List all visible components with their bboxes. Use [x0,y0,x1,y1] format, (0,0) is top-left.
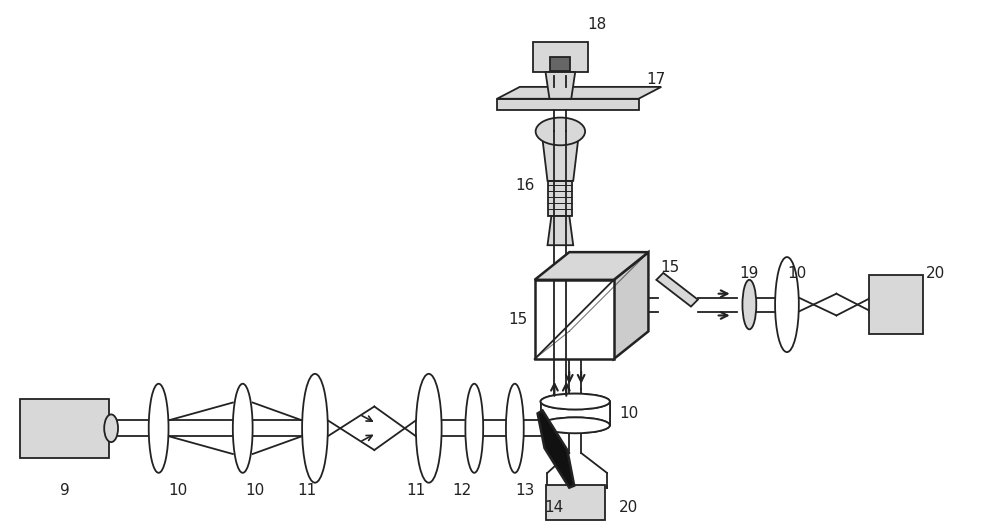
Bar [869,275,923,334]
Ellipse shape [465,384,483,473]
Text: 13: 13 [515,483,534,498]
Text: 17: 17 [647,73,666,87]
Ellipse shape [302,374,328,483]
Text: 15: 15 [661,260,680,276]
Text: 20: 20 [926,267,945,281]
Ellipse shape [541,418,610,433]
Bar [541,402,610,425]
Bar [535,280,614,359]
Text: 10: 10 [787,267,806,281]
Text: 10: 10 [169,483,188,498]
Ellipse shape [541,394,610,410]
Text: 12: 12 [453,483,472,498]
Ellipse shape [149,384,169,473]
Ellipse shape [541,418,610,433]
Polygon shape [614,252,648,359]
Ellipse shape [233,384,253,473]
Bar [550,57,570,71]
Text: 18: 18 [587,17,607,32]
Ellipse shape [506,384,524,473]
Text: 11: 11 [297,483,317,498]
Polygon shape [656,273,698,306]
Bar [20,399,109,458]
Text: 11: 11 [406,483,426,498]
Text: 10: 10 [619,406,638,421]
Ellipse shape [742,280,756,329]
Polygon shape [535,252,648,280]
Bar [533,42,588,72]
Ellipse shape [104,414,118,442]
Ellipse shape [416,374,442,483]
Bar [548,181,572,216]
Ellipse shape [541,394,610,410]
Polygon shape [538,410,574,488]
Text: 20: 20 [619,500,638,515]
Text: 14: 14 [545,500,564,515]
Text: 9: 9 [60,483,69,498]
Polygon shape [542,131,579,181]
Polygon shape [546,72,575,99]
Text: 16: 16 [515,178,534,193]
Text: 10: 10 [245,483,264,498]
Ellipse shape [775,257,799,352]
Bar [546,485,605,520]
Polygon shape [497,87,661,99]
Polygon shape [497,99,639,110]
Polygon shape [547,216,573,245]
Text: 19: 19 [740,267,759,281]
Text: 15: 15 [508,312,527,327]
Ellipse shape [536,118,585,145]
